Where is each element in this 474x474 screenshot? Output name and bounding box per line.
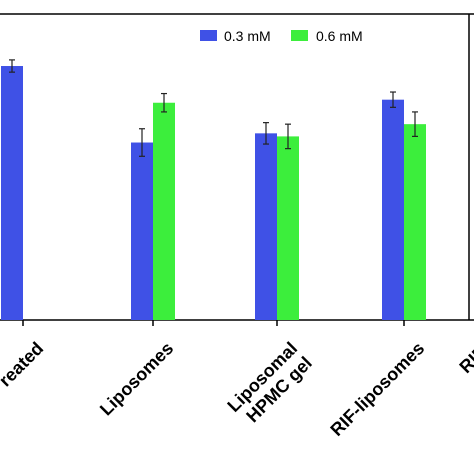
x-tick-label: Liposomes — [96, 338, 177, 419]
bar-0.6mm — [277, 136, 299, 320]
x-tick-label-line: Liposomes — [96, 338, 177, 419]
x-tick-label: RIF-Li — [455, 338, 474, 392]
bar-0.3mm — [255, 133, 277, 320]
x-tick-labels: reated Liposomes LiposomalHPMC gel RIF-lipo… — [0, 338, 474, 440]
x-tick-label: RIF-liposomes — [326, 338, 428, 440]
legend-label-0.3mm: 0.3 mM — [224, 28, 271, 44]
x-tick-label-line: reated — [0, 338, 47, 390]
bar-0.3mm — [382, 99, 404, 321]
bar-0.3mm — [1, 66, 23, 321]
legend-label-0.6mm: 0.6 mM — [316, 28, 363, 44]
bar-0.3mm — [131, 142, 153, 320]
x-axis-ticks — [22, 320, 405, 326]
bar-0.6mm — [153, 102, 175, 321]
bar-series — [1, 59, 426, 321]
x-tick-label-line: RIF-liposomes — [326, 338, 428, 440]
x-tick-label: LiposomalHPMC gel — [223, 338, 315, 430]
x-tick-label: reated — [0, 338, 47, 390]
bar-0.6mm — [404, 124, 426, 320]
legend: 0.3 mM 0.6 mM — [200, 28, 363, 44]
legend-swatch-0.3mm — [200, 30, 217, 41]
legend-swatch-0.6mm — [291, 30, 308, 41]
x-tick-label-line: RIF- — [455, 338, 474, 377]
